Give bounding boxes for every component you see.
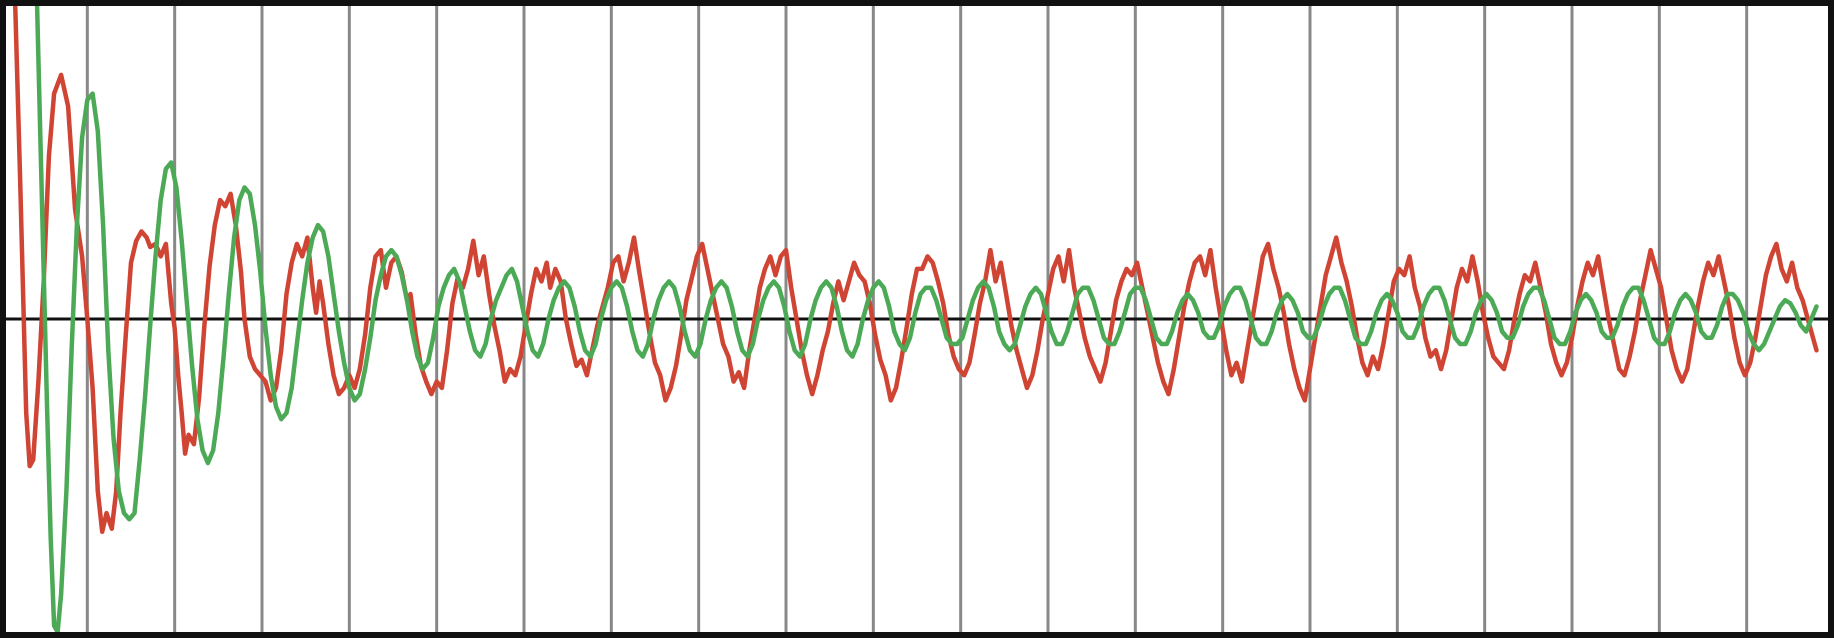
series-layer: [12, 0, 1819, 635]
series-line-2: [34, 0, 1819, 635]
series-line-1: [12, 0, 1819, 535]
